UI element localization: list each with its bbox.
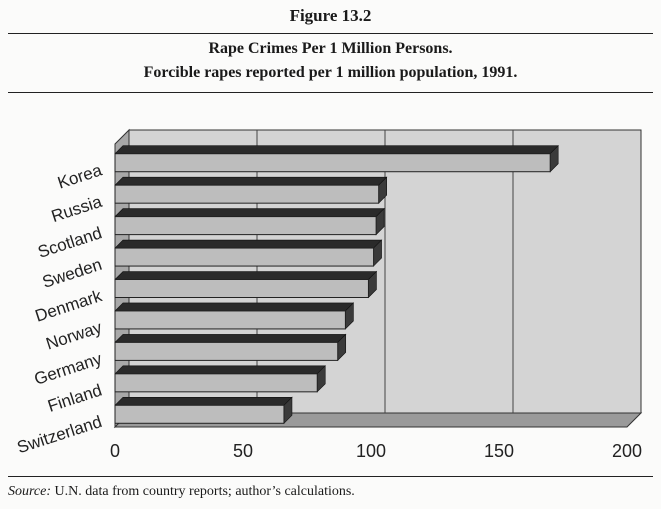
- bar-top-switzerland: [114, 396, 293, 406]
- x-tick-label: 150: [484, 441, 514, 461]
- category-label: Norway: [44, 318, 105, 354]
- category-label: Switzerland: [15, 412, 104, 457]
- x-tick-label: 50: [233, 441, 253, 461]
- bar-norway: [114, 310, 346, 330]
- bar-top-korea: [114, 145, 559, 155]
- bar-scotland: [114, 216, 377, 236]
- chart-title: Rape Crimes Per 1 Million Persons.: [208, 40, 453, 57]
- bar-finland: [114, 373, 318, 393]
- bar-denmark: [114, 279, 369, 298]
- bar-switzerland: [114, 404, 285, 424]
- x-tick-label: 0: [110, 441, 120, 461]
- bar-top-russia: [114, 176, 388, 186]
- source-label: Source:: [8, 484, 52, 499]
- bar-top-sweden: [114, 239, 383, 249]
- bar-top-finland: [114, 365, 326, 375]
- bar-germany: [114, 341, 339, 361]
- category-label: Finland: [45, 381, 104, 416]
- figure-label: Figure 13.2: [289, 6, 372, 25]
- bar-top-germany: [114, 334, 347, 343]
- bar-top-norway: [114, 302, 355, 312]
- source-text: U.N. data from country reports; author’s…: [54, 484, 355, 499]
- bar-top-denmark: [114, 271, 378, 280]
- title-rule: [8, 92, 653, 93]
- category-label: Sweden: [40, 255, 104, 292]
- x-tick-label: 200: [612, 441, 642, 461]
- chart-subtitle: Forcible rapes reported per 1 million po…: [143, 64, 518, 81]
- bar-russia: [114, 184, 380, 204]
- source-note: Source: U.N. data from country reports; …: [8, 484, 355, 500]
- x-tick-label: 100: [356, 441, 386, 461]
- category-label: Russia: [49, 192, 105, 226]
- bar-sweden: [114, 247, 375, 267]
- top-rule: [8, 33, 653, 34]
- bar-korea: [114, 153, 551, 173]
- bar-top-scotland: [114, 208, 385, 217]
- category-label: Korea: [55, 160, 105, 192]
- bottom-rule: [8, 476, 653, 477]
